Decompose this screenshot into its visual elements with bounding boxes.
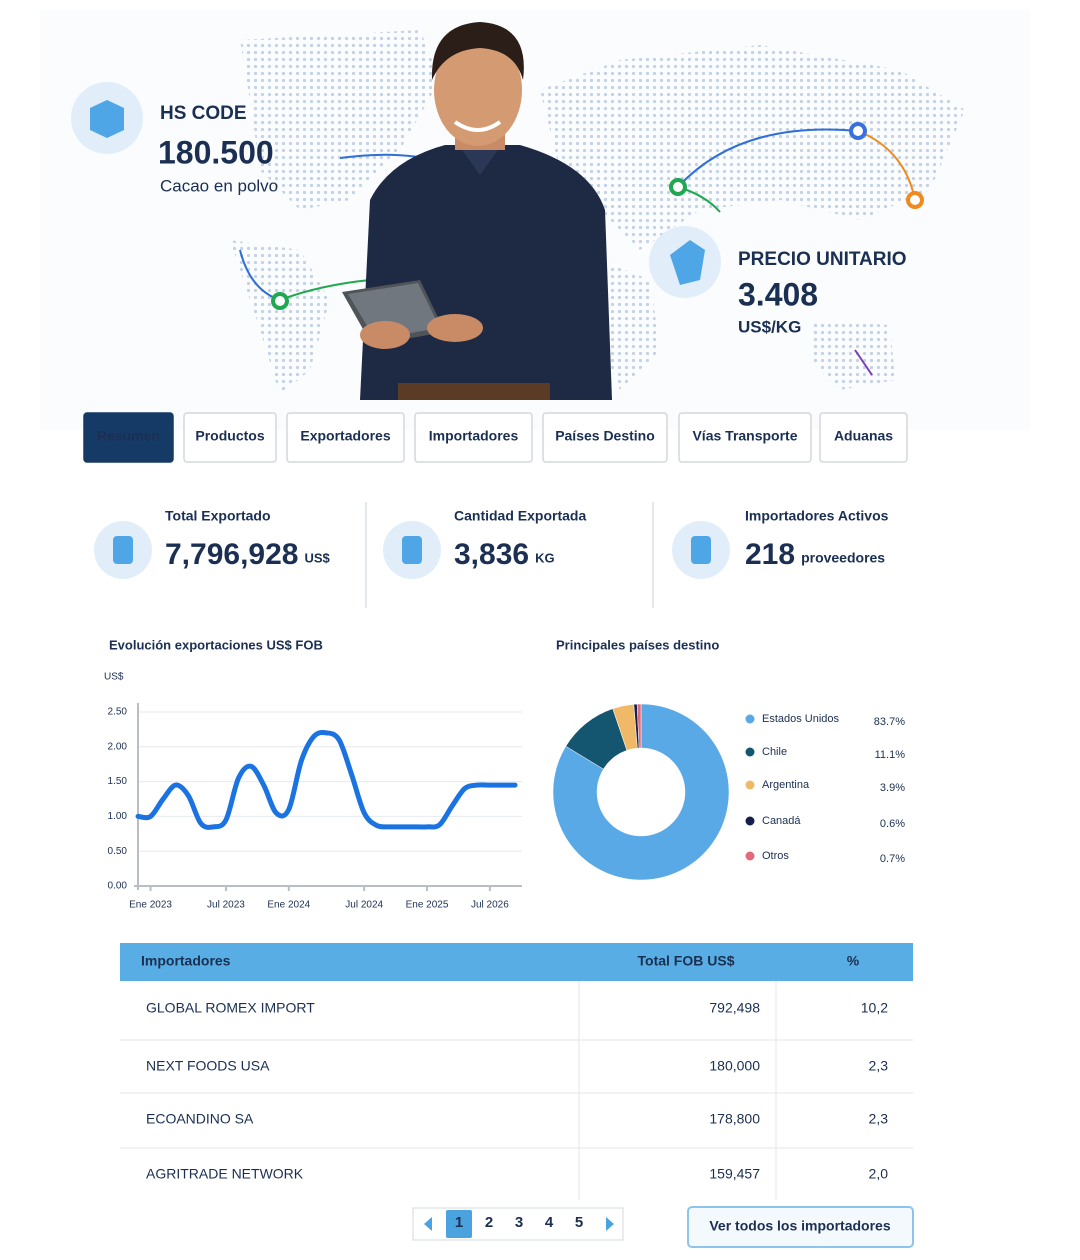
view-all-button[interactable]	[687, 1206, 914, 1248]
legend-label: Argentina	[762, 779, 810, 791]
kpi-label: Importadores Activos	[745, 508, 889, 524]
page-number[interactable]: 5	[575, 1214, 583, 1231]
x-tick-label: Ene 2024	[267, 900, 310, 911]
table-header-cell: Importadores	[141, 953, 231, 969]
routes	[239, 122, 924, 376]
x-tick-label: Jul 2023	[207, 900, 245, 911]
tab-label[interactable]: Productos	[195, 428, 264, 444]
table-cell: 10,2	[861, 1000, 888, 1016]
tab-label[interactable]: Exportadores	[300, 428, 390, 444]
person	[342, 22, 612, 400]
page-number[interactable]: 1	[455, 1214, 463, 1231]
value-label: 3.9%	[880, 782, 905, 794]
price-value: 3.408	[738, 276, 818, 312]
kpi-label: Cantidad Exportada	[454, 508, 586, 524]
value-label: 83.7%	[874, 716, 905, 728]
y-tick-label: 0.50	[108, 846, 128, 857]
legend-swatch	[745, 851, 755, 861]
tab[interactable]	[542, 412, 668, 463]
tab-label[interactable]: Vías Transporte	[692, 428, 797, 444]
legend-swatch	[745, 714, 755, 724]
page-number[interactable]: 4	[545, 1214, 554, 1231]
hs-label: HS CODE	[160, 103, 247, 124]
table-cell: 2,0	[869, 1166, 889, 1182]
kpi-unit: US$	[304, 550, 330, 565]
line-title: Evolución exportaciones US$ FOB	[109, 637, 323, 652]
next-arrow[interactable]	[606, 1217, 614, 1231]
y-tick-label: 1.00	[108, 811, 128, 822]
value-label: 0.7%	[880, 853, 905, 865]
price-label: PRECIO UNITARIO	[738, 249, 907, 270]
table-header-cell: %	[847, 953, 860, 969]
tab[interactable]	[183, 412, 277, 463]
table-cell: 2,3	[869, 1111, 889, 1127]
legend-swatch	[745, 816, 755, 826]
tab-label[interactable]: Aduanas	[834, 428, 893, 444]
y-tick-label: 1.50	[108, 776, 128, 787]
table-cell: ECOANDINO SA	[146, 1111, 254, 1127]
table-header-cell: Total FOB US$	[638, 953, 735, 969]
tab[interactable]	[286, 412, 405, 463]
table-cell: 2,3	[869, 1058, 889, 1074]
legend-label: Canadá	[762, 815, 801, 827]
price-unit: US$/KG	[738, 317, 801, 336]
tag-icon	[670, 240, 705, 285]
kpi-value: 7,796,928	[165, 538, 298, 571]
table-cell: 792,498	[709, 1000, 760, 1016]
kpi-label: Total Exportado	[165, 508, 271, 524]
x-tick-label: Jul 2024	[345, 900, 383, 911]
world-map	[230, 30, 965, 395]
table-cell: 159,457	[709, 1166, 760, 1182]
kpi-glyph	[691, 536, 711, 564]
prev-arrow[interactable]	[424, 1217, 432, 1231]
view-all-label[interactable]: Ver todos los importadores	[709, 1218, 890, 1234]
legend-label: Otros	[762, 850, 789, 862]
x-tick-label: Ene 2025	[406, 900, 449, 911]
line-series	[135, 730, 518, 830]
x-tick-label: Ene 2023	[129, 900, 172, 911]
value-label: 0.6%	[880, 818, 905, 830]
tab-label[interactable]: Resumen	[97, 428, 160, 444]
tab[interactable]	[83, 412, 174, 463]
table-cell: GLOBAL ROMEX IMPORT	[146, 1000, 315, 1016]
hs-code: 180.500	[158, 134, 274, 170]
legend-label: Chile	[762, 746, 787, 758]
kpi-unit: KG	[535, 550, 555, 565]
tab-label[interactable]: Países Destino	[555, 428, 655, 444]
table-header	[120, 943, 913, 981]
table-cell: 178,800	[709, 1111, 760, 1127]
table-cell: 180,000	[709, 1058, 760, 1074]
y-tick-label: 2.50	[108, 707, 128, 718]
y-axis-label: US$	[104, 672, 124, 683]
pie-title: Principales países destino	[556, 637, 719, 652]
kpi-unit: proveedores	[801, 550, 885, 566]
legend-label: Estados Unidos	[762, 713, 840, 725]
y-tick-label: 2.00	[108, 741, 128, 752]
tab[interactable]	[819, 412, 908, 463]
box-icon	[90, 100, 124, 138]
table-cell: AGRITRADE NETWORK	[146, 1166, 304, 1182]
tab[interactable]	[678, 412, 812, 463]
kpi-value: 3,836	[454, 538, 529, 571]
kpi-glyph	[113, 536, 133, 564]
x-tick-label: Jul 2026	[471, 900, 509, 911]
kpi-value: 218	[745, 538, 795, 571]
legend-swatch	[745, 747, 755, 757]
pie-slice	[552, 703, 730, 881]
table-cell: NEXT FOODS USA	[146, 1058, 270, 1074]
kpi-glyph	[402, 536, 422, 564]
page-number[interactable]: 2	[485, 1214, 493, 1231]
pie-slice	[636, 703, 642, 749]
tab-label[interactable]: Importadores	[429, 428, 519, 444]
page-number[interactable]: 3	[515, 1214, 523, 1231]
hs-desc: Cacao en polvo	[160, 176, 278, 195]
y-tick-label: 0.00	[108, 881, 128, 892]
tab[interactable]	[414, 412, 533, 463]
legend-swatch	[745, 780, 755, 790]
page-active[interactable]	[446, 1210, 472, 1238]
value-label: 11.1%	[875, 749, 906, 761]
